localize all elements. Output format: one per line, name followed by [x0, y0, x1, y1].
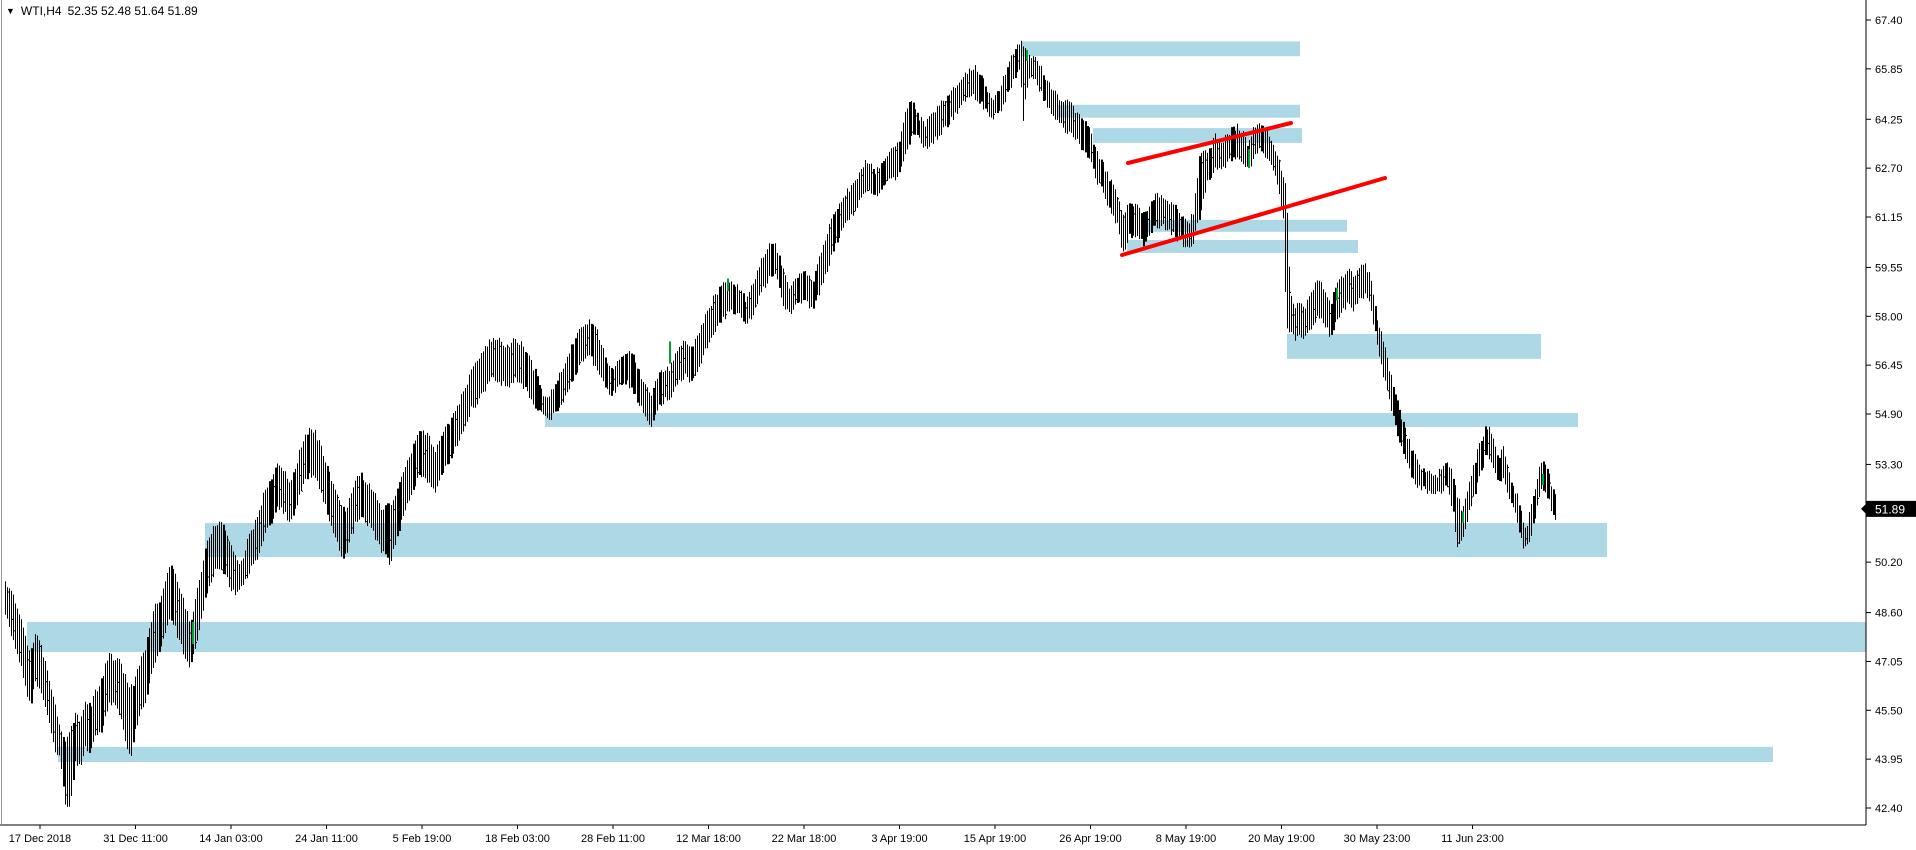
supply-demand-zone-7[interactable] [545, 413, 1578, 427]
price-tick-label: 58.00 [1875, 311, 1903, 323]
price-tick-label: 64.25 [1875, 114, 1903, 126]
price-tick-label: 67.40 [1875, 15, 1903, 27]
price-tick-label: 50.20 [1875, 557, 1903, 569]
current-price-tag [1866, 500, 1916, 517]
time-tick-label: 8 May 19:00 [1156, 833, 1217, 845]
time-tick-label: 12 Mar 18:00 [676, 833, 741, 845]
price-tick-label: 53.30 [1875, 459, 1903, 471]
supply-demand-zone-5[interactable] [1127, 240, 1358, 253]
current-price-label: 51.89 [1875, 502, 1905, 516]
time-tick-label: 31 Dec 11:00 [103, 833, 168, 845]
price-tick-label: 42.40 [1875, 803, 1903, 815]
time-tick-label: 3 Apr 19:00 [871, 833, 927, 845]
chart-ohlc-header: ▼ WTI,H4 52.35 52.48 51.64 51.89 [6, 4, 198, 18]
time-tick-label: 14 Jan 03:00 [199, 833, 263, 845]
supply-demand-zone-8[interactable] [205, 523, 1607, 558]
ohlc-values: 52.35 52.48 51.64 51.89 [67, 4, 198, 18]
price-tick-label: 48.60 [1875, 608, 1903, 620]
supply-demand-zone-6[interactable] [1287, 333, 1541, 359]
price-tick-label: 56.45 [1875, 360, 1903, 372]
price-tick-label: 62.70 [1875, 163, 1903, 175]
time-tick-label: 30 May 23:00 [1344, 833, 1411, 845]
supply-demand-zone-2[interactable] [1058, 104, 1300, 118]
chart-expand-icon[interactable]: ▼ [6, 6, 15, 16]
supply-demand-zone-3[interactable] [1093, 128, 1302, 143]
time-tick-label: 15 Apr 19:00 [964, 833, 1026, 845]
symbol-timeframe-label: WTI,H4 [20, 4, 62, 18]
up-bars [192, 49, 1544, 645]
price-tick-label: 45.50 [1875, 705, 1903, 717]
price-tick-label: 65.85 [1875, 64, 1903, 76]
time-tick-label: 18 Feb 03:00 [485, 833, 550, 845]
trendline-2[interactable] [1120, 176, 1387, 257]
time-tick-label: 28 Feb 11:00 [581, 833, 645, 845]
time-tick-label: 20 May 19:00 [1248, 833, 1315, 845]
time-tick-label: 5 Feb 19:00 [393, 833, 452, 845]
time-tick-label: 24 Jan 11:00 [295, 833, 358, 845]
time-tick-label: 11 Jun 23:00 [1441, 833, 1504, 845]
trendline-1[interactable] [1126, 121, 1293, 165]
price-tick-label: 61.15 [1875, 212, 1903, 224]
supply-demand-zone-1[interactable] [1022, 41, 1300, 57]
price-tick-label: 59.55 [1875, 262, 1903, 274]
current-price-tag-arrow [1861, 503, 1866, 514]
price-bars [5, 40, 1556, 807]
price-tick-label: 54.90 [1875, 409, 1903, 421]
supply-demand-zone-10[interactable] [58, 746, 1773, 762]
price-tick-label: 47.05 [1875, 656, 1903, 668]
time-tick-label: 22 Mar 18:00 [772, 833, 837, 845]
supply-demand-zone-4[interactable] [1145, 219, 1347, 232]
time-tick-label: 17 Dec 2018 [9, 833, 71, 845]
time-tick-label: 26 Apr 19:00 [1059, 833, 1121, 845]
price-tick-label: 43.95 [1875, 754, 1903, 766]
supply-demand-zone-9[interactable] [27, 622, 1866, 652]
